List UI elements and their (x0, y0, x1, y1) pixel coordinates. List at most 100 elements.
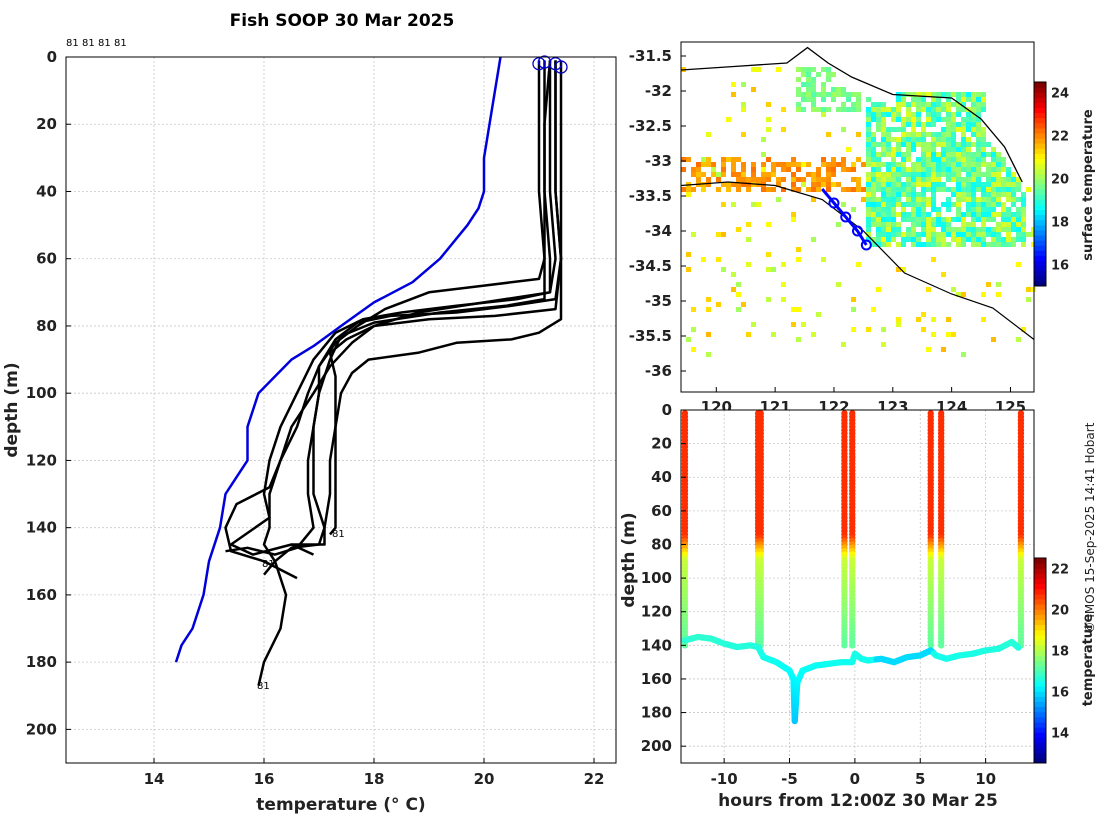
colorbar-segment (1034, 275, 1046, 282)
sst-pixel (921, 167, 926, 172)
sst-pixel (886, 207, 891, 212)
colorbar-segment (1034, 706, 1046, 713)
sst-pixel (876, 287, 881, 292)
sst-pixel (976, 157, 981, 162)
sst-pixel (731, 202, 736, 207)
sst-pixel (971, 192, 976, 197)
colorbar-tick-label: 22 (1051, 562, 1069, 577)
sst-pixel (881, 142, 886, 147)
sst-pixel (1001, 192, 1006, 197)
sst-pixel (951, 92, 956, 97)
colorbar-segment (1034, 184, 1046, 190)
surface-marker (537, 55, 552, 69)
sst-pixel (741, 172, 746, 177)
sst-pixel (886, 112, 891, 117)
sst-pixel (921, 107, 926, 112)
sst-pixel (811, 177, 816, 182)
sst-pixel (706, 307, 711, 312)
x-tick-label: 14 (144, 770, 165, 788)
colorbar-segment (1034, 757, 1046, 764)
sst-pixel (941, 237, 946, 242)
y-tick-label: 180 (641, 704, 672, 722)
sst-pixel (936, 207, 941, 212)
y-tick-label: 160 (641, 670, 672, 688)
sst-pixel (746, 182, 751, 187)
sst-pixel (996, 177, 1001, 182)
sst-pixel (851, 207, 856, 212)
sst-pixel (936, 222, 941, 227)
sst-pixel (916, 122, 921, 127)
sst-pixel (866, 122, 871, 127)
colorbar-tick-label: 22 (1051, 130, 1069, 145)
colorbar-segment (1034, 619, 1046, 626)
sst-pixel (1011, 182, 1016, 187)
sst-pixel (971, 117, 976, 122)
sst-pixel (976, 217, 981, 222)
sst-pixel (786, 167, 791, 172)
sst-pixel (891, 182, 896, 187)
sst-pixel (941, 217, 946, 222)
profile-5-line (225, 60, 546, 556)
sst-pixel (886, 187, 891, 192)
colorbar-segment (1034, 609, 1046, 615)
sst-pixel (1006, 222, 1011, 227)
sst-pixel (881, 182, 886, 187)
sst-pixel (956, 127, 961, 132)
sst-pixel (856, 182, 861, 187)
sst-pixel (966, 207, 971, 212)
sst-pixel (966, 187, 971, 192)
sst-pixel (826, 132, 831, 137)
sst-pixel (966, 142, 971, 147)
sst-pixel (876, 172, 881, 177)
sst-pixel (991, 217, 996, 222)
colorbar-segment (1034, 563, 1046, 569)
sst-pixel (911, 132, 916, 137)
sst-pixel (866, 187, 871, 192)
sst-pixel (876, 187, 881, 192)
sst-pixel (911, 92, 916, 97)
sst-pixel (901, 202, 906, 207)
sst-pixel (1011, 242, 1016, 247)
sst-pixel (931, 177, 936, 182)
sst-pixel (811, 197, 816, 202)
sst-pixel (816, 167, 821, 172)
y-tick-label: 180 (26, 653, 57, 671)
sst-pixel (951, 142, 956, 147)
sst-pixel (801, 67, 806, 72)
sst-pixel (901, 192, 906, 197)
sst-pixel (896, 197, 901, 202)
profile-end-label: 81 (257, 681, 270, 692)
sst-pixel (891, 127, 896, 132)
sst-pixel (866, 192, 871, 197)
sst-pixel (981, 197, 986, 202)
sst-pixel (991, 152, 996, 157)
sst-pixel (946, 97, 951, 102)
sst-pixel (906, 147, 911, 152)
sst-pixel (951, 187, 956, 192)
sst-pixel (1006, 217, 1011, 222)
sst-pixel (926, 177, 931, 182)
sst-pixel (871, 102, 876, 107)
sst-pixel (891, 172, 896, 177)
sst-pixel (716, 172, 721, 177)
sst-pixel (811, 67, 816, 72)
sst-pixel (956, 207, 961, 212)
sst-pixel (891, 107, 896, 112)
sst-pixel (791, 172, 796, 177)
sst-pixel (841, 157, 846, 162)
sst-pixel (921, 232, 926, 237)
sst-pixel (841, 107, 846, 112)
sst-pixel (981, 317, 986, 322)
sst-pixel (981, 172, 986, 177)
sst-pixel (996, 157, 1001, 162)
sst-pixel (951, 122, 956, 127)
sst-pixel (751, 172, 756, 177)
sst-pixel (911, 227, 916, 232)
sst-pixel (1001, 202, 1006, 207)
sst-pixel (991, 167, 996, 172)
sst-pixel (996, 282, 1001, 287)
sst-pixel (766, 117, 771, 122)
sst-pixel (871, 242, 876, 247)
y-tick-label: -35.5 (629, 327, 672, 345)
sst-pixel (761, 167, 766, 172)
